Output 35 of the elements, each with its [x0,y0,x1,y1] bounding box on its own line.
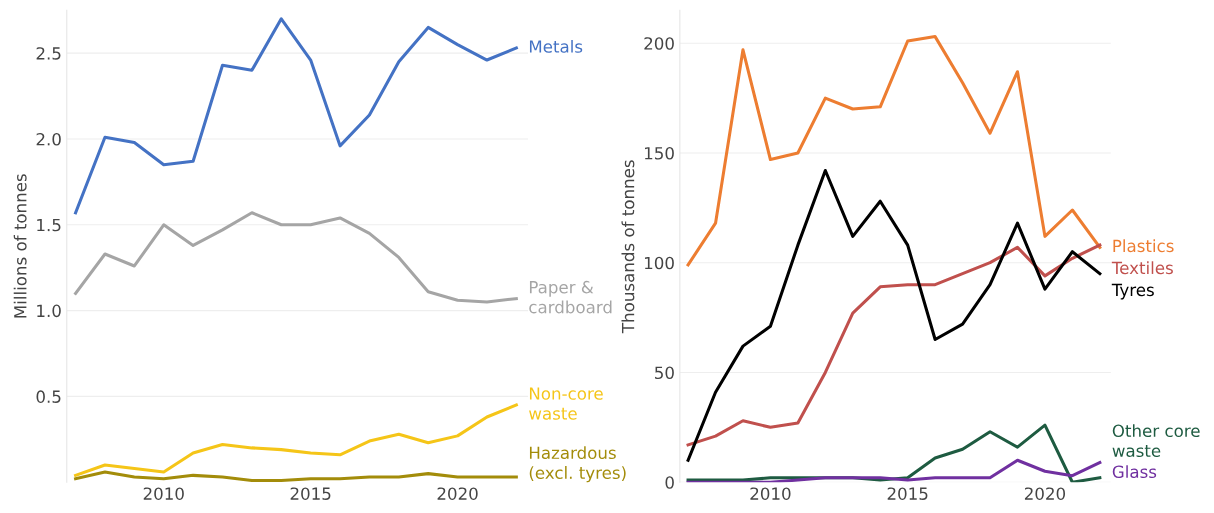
series-label: Paper & cardboard [529,280,612,314]
line-series [686,243,1102,447]
line-series [686,35,1102,267]
line-series [686,168,1102,462]
series-label: Other core waste [1112,424,1200,458]
series-label: Tyres [1111,283,1154,300]
y-tick-label: 1.0 [37,304,61,318]
x-tick-label: 2015 [887,487,928,500]
y-tick-label: 2.5 [36,47,61,60]
line-series [74,211,518,304]
x-tick-label: 2020 [437,487,478,500]
x-tick-label: 2020 [1024,487,1066,500]
series-label: Non-core waste [529,387,603,420]
series-label: Metals [529,39,583,53]
y-tick-label: 1.5 [37,218,61,232]
y-tick-label: 0 [665,476,674,489]
y-axis-title: Millions of tonnes [13,174,27,318]
x-tick-label: 2010 [750,487,791,500]
y-tick-label: 2.0 [36,132,61,146]
y-tick-label: 50 [655,366,674,380]
line-series [686,458,1102,483]
line-series [74,17,518,215]
series-label: Textiles [1111,261,1173,275]
y-tick-label: 0.5 [36,390,61,403]
x-tick-label: 2015 [290,487,331,500]
x-tick-label: 2010 [143,487,184,500]
line-series [74,470,518,483]
series-label: Plastics [1113,239,1174,253]
y-tick-label: 200 [644,37,674,50]
line-series [74,403,518,477]
y-axis-title: Thousands of tonnes [621,160,635,334]
y-tick-label: 150 [645,146,674,160]
series-label: Hazardous (excl. tyres) [529,446,626,483]
y-tick-label: 100 [645,256,674,270]
series-label: Glass [1112,465,1157,479]
